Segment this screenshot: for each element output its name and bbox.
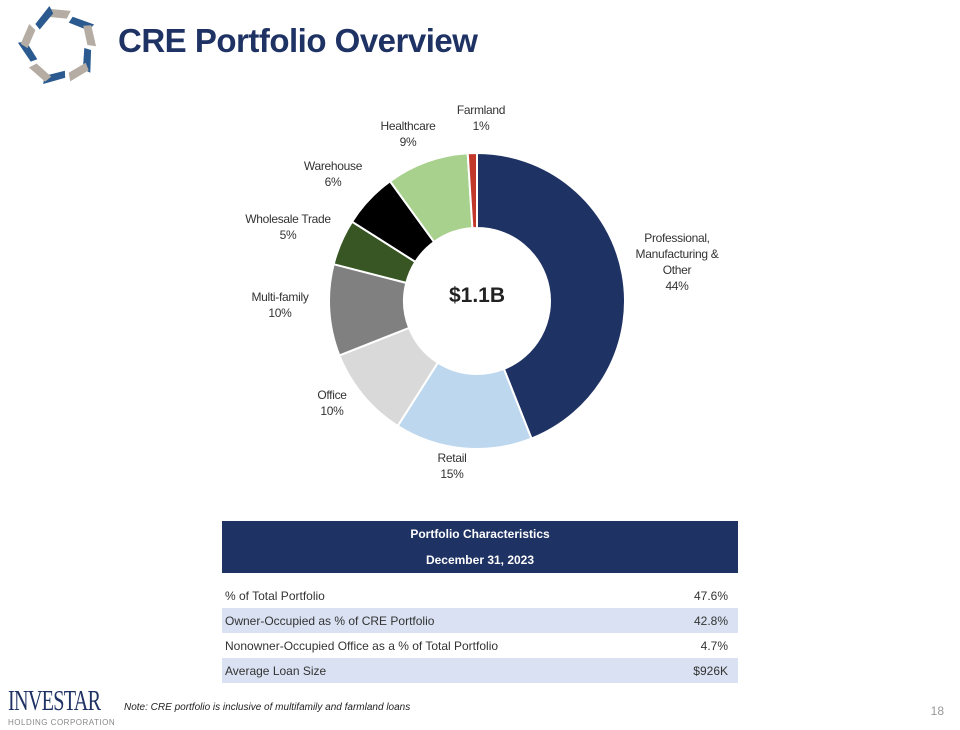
row-label: % of Total Portfolio bbox=[225, 588, 325, 603]
label-retail-name: Retail bbox=[437, 451, 467, 465]
label-office: Office 10% bbox=[317, 387, 347, 419]
label-professional-name: Professional, Manufacturing & Other bbox=[635, 231, 719, 277]
label-professional: Professional, Manufacturing & Other 44% bbox=[627, 230, 727, 294]
table-header-row: December 31, 2023 bbox=[222, 547, 738, 573]
table-header-row: Portfolio Characteristics bbox=[222, 521, 738, 547]
page-title: CRE Portfolio Overview bbox=[118, 22, 478, 59]
brand-subtitle: HOLDING CORPORATION bbox=[8, 718, 116, 727]
label-farmland-value: 1% bbox=[472, 119, 490, 133]
donut-slice-professional-manufacturing-other bbox=[476, 151, 626, 440]
donut-slice-farmland bbox=[466, 151, 478, 230]
label-farmland: Farmland 1% bbox=[456, 102, 506, 134]
row-label: Average Loan Size bbox=[222, 658, 665, 683]
label-multifamily-value: 10% bbox=[268, 306, 292, 320]
label-wholesale: Wholesale Trade 5% bbox=[245, 211, 331, 243]
center-label: $1.1B bbox=[448, 284, 506, 307]
table-row: Average Loan Size $926K bbox=[222, 658, 738, 683]
footnote: Note: CRE portfolio is inclusive of mult… bbox=[124, 702, 411, 713]
label-healthcare-name: Healthcare bbox=[380, 119, 436, 133]
row-value: $926K bbox=[664, 658, 738, 683]
donut-chart bbox=[328, 151, 626, 450]
label-retail-value: 15% bbox=[440, 467, 464, 481]
row-label: Owner-Occupied as % of CRE Portfolio bbox=[222, 608, 665, 633]
row-label: Nonowner-Occupied Office as a % of Total… bbox=[225, 638, 499, 653]
portfolio-characteristics-table: Portfolio Characteristics December 31, 2… bbox=[222, 521, 738, 683]
label-healthcare-value: 9% bbox=[399, 135, 417, 149]
label-warehouse-value: 6% bbox=[324, 175, 342, 189]
table-spacer-cell bbox=[222, 573, 738, 583]
table-spacer-row bbox=[222, 573, 738, 583]
label-warehouse: Warehouse 6% bbox=[303, 158, 363, 190]
label-professional-value: 44% bbox=[665, 279, 689, 293]
label-multifamily-name: Multi-family bbox=[251, 290, 309, 304]
page-number: 18 bbox=[930, 704, 944, 718]
table-header-title: Portfolio Characteristics bbox=[222, 521, 738, 547]
investar-logo-icon bbox=[10, 5, 106, 87]
label-office-name: Office bbox=[317, 388, 347, 402]
label-farmland-name: Farmland bbox=[456, 103, 506, 117]
table-row: Owner-Occupied as % of CRE Portfolio 42.8… bbox=[222, 608, 738, 633]
label-wholesale-name: Wholesale Trade bbox=[245, 212, 331, 226]
table-row: % of Total Portfolio 47.6% bbox=[222, 583, 738, 608]
label-healthcare: Healthcare 9% bbox=[380, 118, 435, 150]
brand-logo: INVESTAR bbox=[8, 686, 101, 717]
label-multifamily: Multi-family 10% bbox=[251, 289, 308, 321]
table-row: Nonowner-Occupied Office as a % of Total… bbox=[222, 633, 738, 658]
table-header-date: December 31, 2023 bbox=[222, 547, 738, 573]
label-warehouse-name: Warehouse bbox=[303, 159, 363, 173]
row-value: 4.7% bbox=[700, 638, 728, 653]
label-retail: Retail 15% bbox=[438, 450, 467, 482]
row-value: 47.6% bbox=[693, 588, 728, 603]
label-wholesale-value: 5% bbox=[279, 228, 297, 242]
row-value: 42.8% bbox=[664, 608, 738, 633]
label-office-value: 10% bbox=[320, 404, 344, 418]
